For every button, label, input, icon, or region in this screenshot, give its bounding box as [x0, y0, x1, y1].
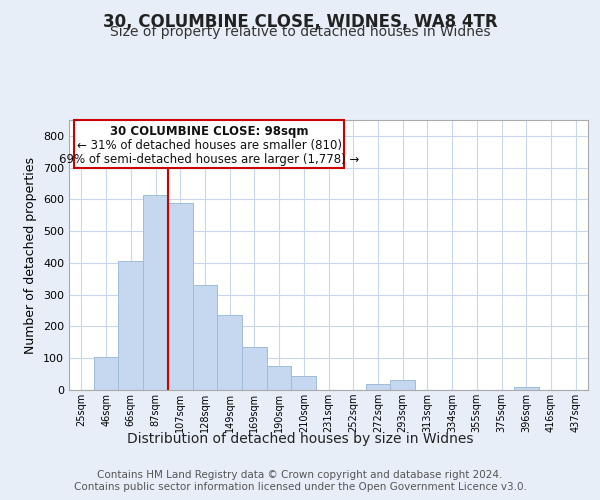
- Text: Contains HM Land Registry data © Crown copyright and database right 2024.: Contains HM Land Registry data © Crown c…: [97, 470, 503, 480]
- Y-axis label: Number of detached properties: Number of detached properties: [25, 156, 37, 354]
- Bar: [168, 202, 193, 390]
- Text: Size of property relative to detached houses in Widnes: Size of property relative to detached ho…: [110, 25, 490, 39]
- Bar: [267, 366, 292, 390]
- Bar: [365, 384, 390, 390]
- Text: 30, COLUMBINE CLOSE, WIDNES, WA8 4TR: 30, COLUMBINE CLOSE, WIDNES, WA8 4TR: [103, 12, 497, 30]
- Bar: [242, 347, 267, 390]
- Text: Distribution of detached houses by size in Widnes: Distribution of detached houses by size …: [127, 432, 473, 446]
- Bar: [217, 316, 242, 390]
- Bar: [514, 387, 539, 390]
- Bar: [193, 285, 217, 390]
- Text: 30 COLUMBINE CLOSE: 98sqm: 30 COLUMBINE CLOSE: 98sqm: [110, 126, 308, 138]
- Bar: [292, 376, 316, 390]
- Bar: [390, 380, 415, 390]
- Bar: [143, 194, 168, 390]
- Text: Contains public sector information licensed under the Open Government Licence v3: Contains public sector information licen…: [74, 482, 526, 492]
- Text: ← 31% of detached houses are smaller (810): ← 31% of detached houses are smaller (81…: [77, 139, 341, 152]
- Bar: [94, 356, 118, 390]
- FancyBboxPatch shape: [74, 120, 344, 168]
- Text: 69% of semi-detached houses are larger (1,778) →: 69% of semi-detached houses are larger (…: [59, 152, 359, 166]
- Bar: [118, 262, 143, 390]
